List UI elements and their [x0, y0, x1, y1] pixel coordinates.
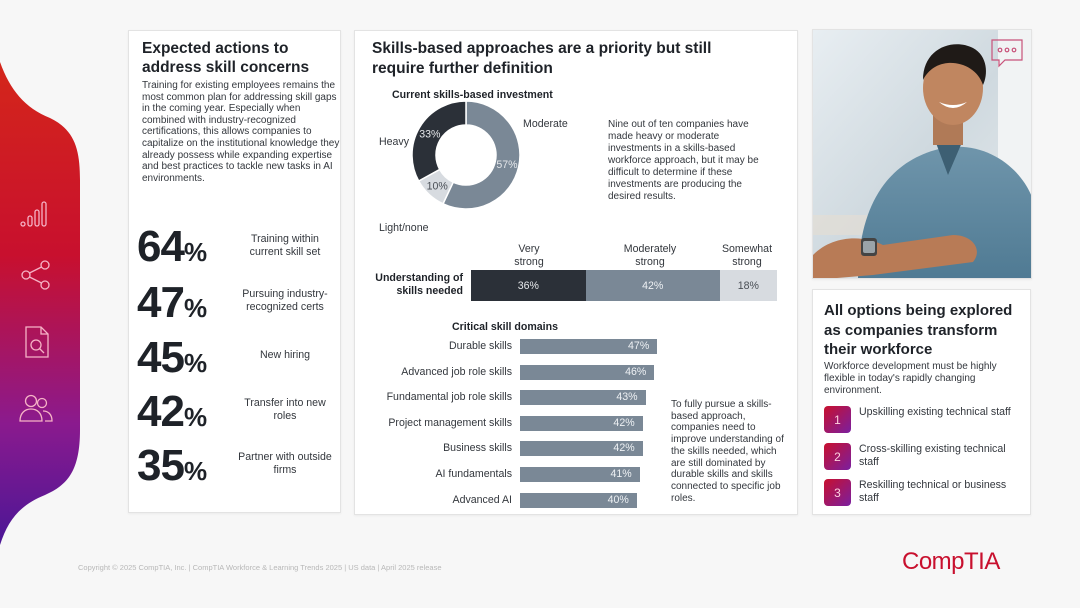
hero-photo	[812, 29, 1032, 279]
donut-note: Nine out of ten companies have made heav…	[608, 119, 759, 202]
stat-value: 47%	[137, 278, 208, 327]
donut-slice-moderate	[442, 100, 521, 210]
stack-header: Very strong	[514, 243, 544, 268]
domain-label: Project management skills	[388, 416, 512, 429]
domain-row: AI fundamentals 41%	[355, 467, 685, 483]
domains-chart-title: Critical skill domains	[452, 321, 558, 333]
donut-slice-heavy	[411, 100, 467, 183]
brand-ribbon	[0, 62, 80, 545]
option-text: Cross-skilling existing technical staff	[859, 443, 1006, 468]
chat-bubble-icon	[991, 39, 1023, 68]
domain-row: Advanced AI 40%	[355, 492, 685, 509]
domain-label: AI fundamentals	[435, 468, 512, 480]
stat-row: 64% Training within current skill set	[137, 224, 337, 270]
donut-legend-label: Heavy	[379, 136, 410, 148]
domain-row: Fundamental job role skills 43%	[355, 390, 685, 406]
panel-title: Skills-based approaches are a priority b…	[372, 40, 712, 77]
all-options-panel: All options being explored as companies …	[812, 289, 1031, 515]
option-number-badge: 1	[824, 406, 851, 433]
donut-legend-label: Moderate	[523, 118, 568, 130]
panel-description: Workforce development must be highly fle…	[824, 361, 997, 396]
domains-note: To fully pursue a skills-based approach,…	[671, 399, 784, 504]
domain-bar: 46%	[520, 364, 655, 380]
stack-header: Somewhat strong	[721, 243, 773, 268]
option-text: Reskilling technical or business staff	[859, 479, 1007, 504]
domain-label: Advanced job role skills	[401, 365, 512, 378]
domain-bar: 42%	[520, 441, 643, 457]
option-text: Upskilling existing technical staff	[859, 406, 1011, 418]
stat-row: 42% Transfer into new roles	[137, 389, 337, 435]
donut-slice-label: 33%	[419, 129, 441, 141]
stat-value: 42%	[137, 387, 208, 436]
users-icon[interactable]	[17, 390, 55, 428]
panel-title: Expected actions to address skill concer…	[142, 40, 310, 76]
bar-chart-icon[interactable]	[17, 192, 55, 230]
domain-bar: 40%	[520, 492, 637, 508]
document-search-icon[interactable]	[17, 323, 55, 361]
stack-header: Moderately strong	[623, 243, 677, 268]
option-number-badge: 2	[824, 443, 851, 470]
stacked-segment-somewhat-strong: 18%	[719, 270, 777, 301]
stat-value: 64%	[137, 222, 208, 271]
domain-label: Fundamental job role skills	[386, 391, 512, 404]
expected-actions-panel: Expected actions to address skill concer…	[128, 30, 341, 513]
stacked-segment-very-strong: 36%	[471, 270, 586, 301]
stat-row: 35% Partner with outside firms	[137, 443, 337, 489]
domain-label: Business skills	[443, 442, 512, 455]
skills-based-panel: 57% 10% 33% Skills-based approaches are a …	[354, 30, 798, 515]
stack-row-label: Understanding of skills needed	[375, 272, 463, 297]
donut-chart: 57% 10% 33%	[411, 100, 521, 210]
domain-bar: 41%	[520, 467, 640, 482]
option-item: 3 Reskilling technical or business staff	[824, 479, 1029, 507]
option-item: 2 Cross-skilling existing technical staf…	[824, 443, 1029, 471]
stat-row: 45% New hiring	[137, 335, 337, 381]
stat-value: 35%	[137, 441, 208, 490]
domain-row: Project management skills 42%	[355, 415, 685, 432]
domain-bar: 47%	[520, 339, 658, 354]
share-icon[interactable]	[17, 256, 55, 294]
person-photo	[813, 30, 1031, 278]
donut-slice-label: 57%	[496, 159, 518, 171]
stat-label: Training within current skill set	[249, 233, 321, 258]
stat-row: 47% Pursuing industry-recognized certs	[137, 280, 337, 326]
stat-label: Partner with outside firms	[238, 451, 332, 476]
panel-description: Training for existing employees remains …	[142, 80, 340, 184]
domain-row: Durable skills 47%	[355, 339, 685, 355]
panel-title: All options being explored as companies …	[824, 302, 1013, 358]
domain-label: Durable skills	[449, 340, 512, 352]
domain-row: Advanced job role skills 46%	[355, 364, 685, 381]
stat-label: New hiring	[259, 349, 311, 361]
stat-label: Pursuing industry-recognized certs	[242, 288, 328, 313]
comptia-logo[interactable]: CompTIA	[902, 548, 1000, 575]
stacked-bar: 36% 42% 18%	[471, 270, 777, 301]
option-item: 1 Upskilling existing technical staff	[824, 406, 1029, 434]
stat-label: Transfer into new roles	[244, 397, 326, 422]
stacked-segment-moderately-strong: 42%	[585, 270, 720, 301]
copyright-footer: Copyright © 2025 CompTIA, Inc. | CompTIA…	[78, 563, 442, 572]
domain-bar: 42%	[520, 415, 643, 431]
donut-legend-label: Light/none	[379, 222, 429, 234]
donut-slice-label: 10%	[427, 181, 449, 193]
option-number-badge: 3	[824, 479, 851, 506]
donut-chart-title: Current skills-based investment	[392, 89, 553, 101]
stat-value: 45%	[137, 333, 208, 382]
domain-bar: 43%	[520, 390, 646, 406]
domain-label: Advanced AI	[452, 493, 513, 506]
domain-row: Business skills 42%	[355, 441, 685, 457]
